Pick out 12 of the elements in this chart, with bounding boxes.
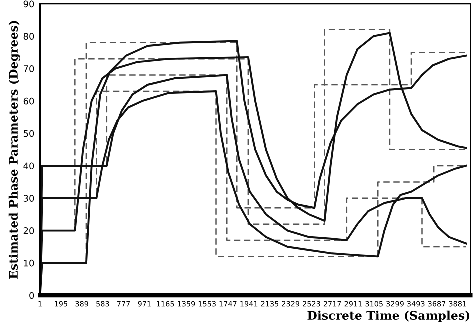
y-tick-label: 70 xyxy=(24,66,34,72)
x-axis-title: Discrete Time (Samples) xyxy=(308,310,470,322)
y-tick-label: 60 xyxy=(24,98,34,105)
y-tick-label: 80 xyxy=(24,33,34,40)
y-tick-label: 0 xyxy=(30,292,34,300)
y-tick-label: 50 xyxy=(24,130,34,138)
y-tick-label: 20 xyxy=(24,228,34,234)
y-tick-label: 90 xyxy=(24,0,34,8)
y-axis-title: Estimated Phase Parameters (Degrees) xyxy=(8,21,20,280)
y-tick-label: 40 xyxy=(24,162,34,170)
y-tick-label: 30 xyxy=(24,195,34,202)
y-tick-label: 10 xyxy=(24,260,34,267)
